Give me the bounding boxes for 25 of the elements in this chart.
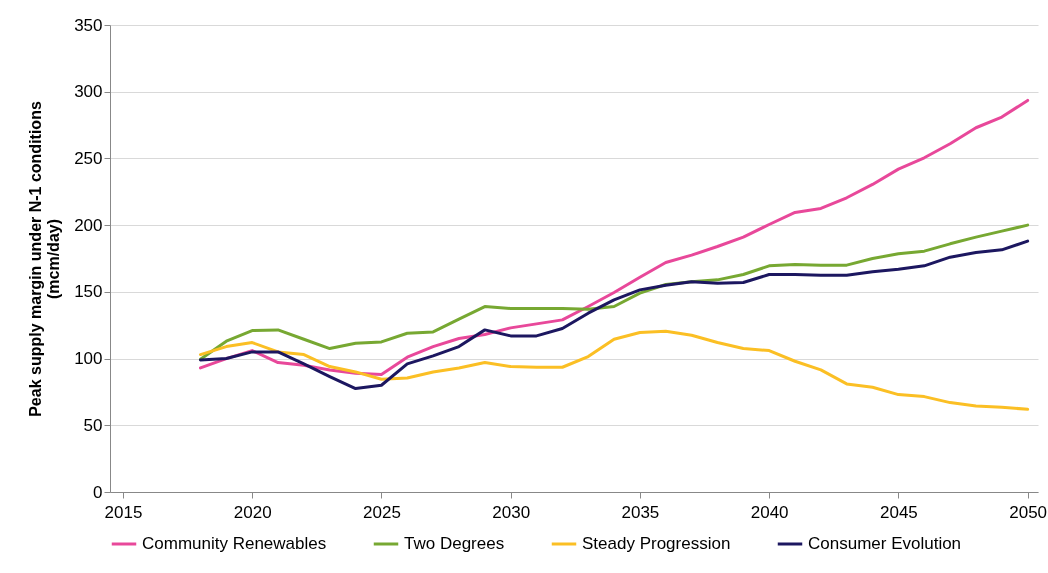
line-series <box>198 98 1030 377</box>
line-series <box>198 223 1030 361</box>
x-tick-label: 2040 <box>750 502 789 522</box>
legend-label: Consumer Evolution <box>808 534 962 553</box>
x-tick-label: 2015 <box>104 502 143 522</box>
line-series <box>198 239 1030 391</box>
legend-label: Steady Progression <box>582 534 731 553</box>
y-tick-label: 300 <box>74 82 103 102</box>
y-tick-label: 100 <box>74 349 103 369</box>
x-tick-label: 2020 <box>233 502 272 522</box>
y-axis-title: Peak supply margin under N-1 conditions (mcm/day) <box>27 101 63 417</box>
y-tick-label: 50 <box>83 415 103 435</box>
x-tick-label: 2025 <box>363 502 401 522</box>
legend-label: Two Degrees <box>404 534 505 553</box>
x-tick-label: 2030 <box>492 502 531 522</box>
line-series <box>198 329 1030 411</box>
y-tick-label: 250 <box>74 148 103 168</box>
legend-label: Community Renewables <box>142 534 327 553</box>
x-tick-label: 2050 <box>1009 502 1048 522</box>
x-tick-label: 2045 <box>880 502 918 522</box>
y-tick-label: 200 <box>74 215 103 235</box>
y-tick-label: 0 <box>93 482 103 502</box>
y-tick-label: 350 <box>74 15 103 35</box>
x-tick-label: 2035 <box>621 502 660 522</box>
y-tick-label: 150 <box>74 282 103 302</box>
